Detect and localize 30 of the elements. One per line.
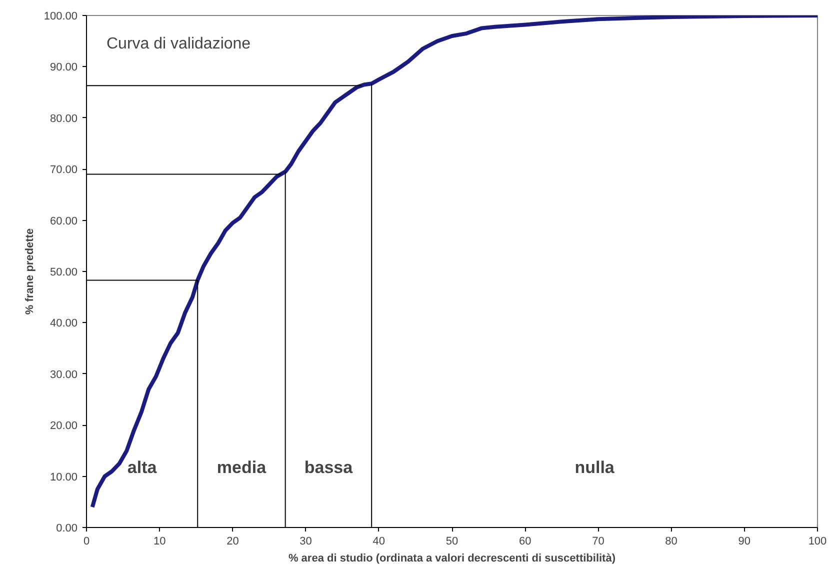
annotation: nulla <box>574 458 615 477</box>
y-tick-label: 100.00 <box>44 10 78 22</box>
annotation: alta <box>127 458 158 477</box>
x-tick-label: 0 <box>83 536 90 548</box>
x-tick-label: 40 <box>372 536 386 548</box>
x-tick-label: 30 <box>300 536 312 548</box>
y-tick-label: 60.00 <box>50 215 78 228</box>
y-tick-label: 90.00 <box>50 62 78 74</box>
y-axis-title: % frane predette <box>24 228 36 315</box>
x-tick-label: 90 <box>738 536 751 548</box>
y-tick-label: 50.00 <box>50 266 78 278</box>
y-tick-label: 30.00 <box>50 368 78 381</box>
x-tick-label: 20 <box>226 536 239 548</box>
x-tick-label: 100 <box>808 536 827 548</box>
y-tick-label: 40.00 <box>50 318 78 330</box>
x-tick-label: 10 <box>153 536 166 548</box>
annotation: media <box>216 458 267 477</box>
x-tick-label: 60 <box>518 536 532 548</box>
y-tick-label: 10.00 <box>50 471 78 484</box>
annotation: Curva di validazione <box>106 36 251 52</box>
y-tick-label: 20.00 <box>50 420 78 432</box>
x-tick-label: 80 <box>665 536 678 548</box>
x-tick-label: 50 <box>446 536 458 548</box>
y-tick-label: 0.00 <box>56 522 78 534</box>
y-tick-label: 80.00 <box>50 112 78 125</box>
x-tick-label: 70 <box>592 536 604 548</box>
x-axis-title: % area di studio (ordinata a valori decrescenti di suscettibilità) <box>288 552 616 564</box>
annotation: bassa <box>304 458 354 477</box>
line-series <box>90 16 818 510</box>
y-tick-label: 70.00 <box>50 164 78 176</box>
